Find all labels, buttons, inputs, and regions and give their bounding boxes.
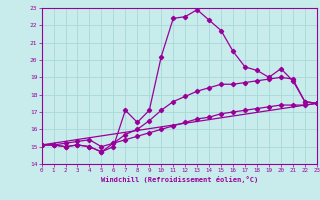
X-axis label: Windchill (Refroidissement éolien,°C): Windchill (Refroidissement éolien,°C) (100, 176, 258, 183)
